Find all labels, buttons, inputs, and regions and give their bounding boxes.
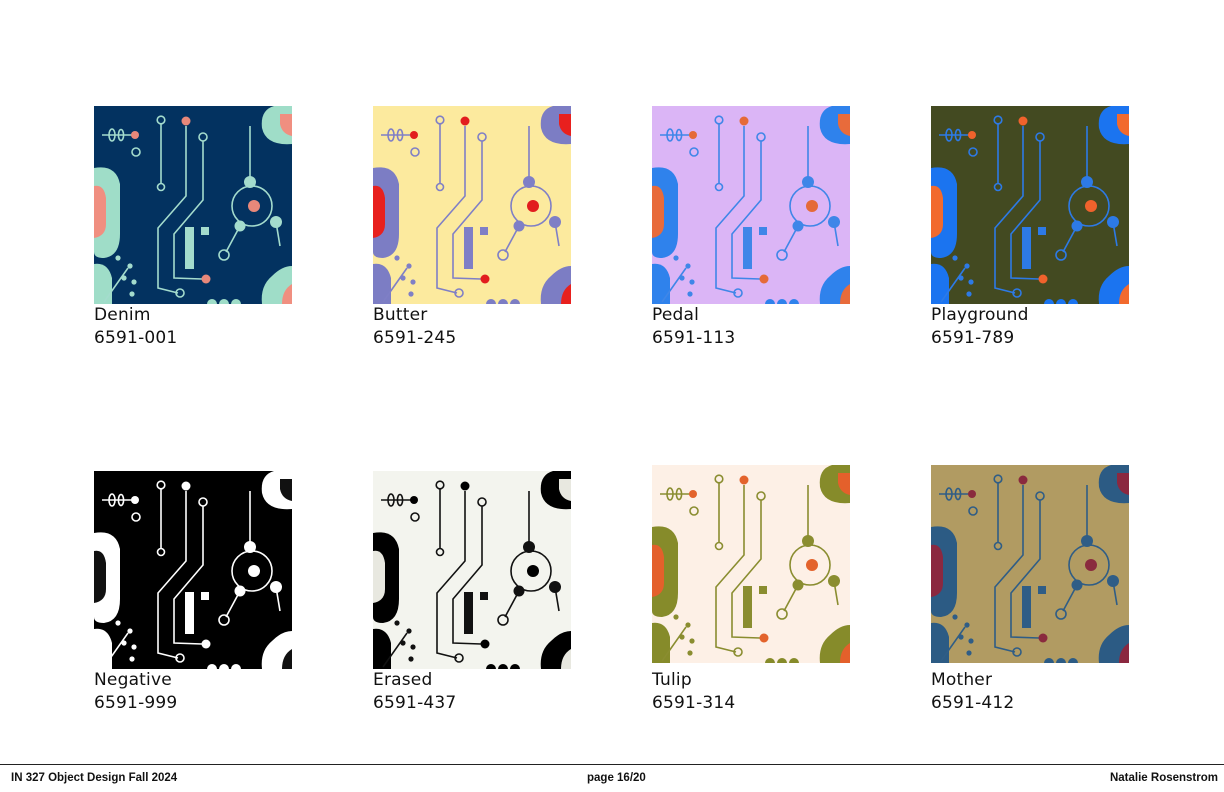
pattern-butter: [373, 106, 571, 304]
pattern-denim: [94, 106, 292, 304]
pattern-pedal: [652, 106, 850, 304]
pattern-erased: [373, 471, 571, 669]
swatch-code: 6591-245: [373, 328, 457, 348]
swatch-code: 6591-437: [373, 693, 457, 713]
pattern-tulip: [652, 465, 850, 663]
pattern-mother: [931, 465, 1129, 663]
swatch-name: Denim: [94, 305, 151, 325]
swatch-code: 6591-789: [931, 328, 1015, 348]
swatch-denim: Denim 6591-001: [94, 106, 292, 350]
swatch-code: 6591-001: [94, 328, 178, 348]
swatch-code: 6591-999: [94, 693, 178, 713]
swatch-name: Mother: [931, 670, 993, 690]
pattern-playground: [931, 106, 1129, 304]
swatch-name: Butter: [373, 305, 428, 325]
swatch-playground: Playground 6591-789: [931, 106, 1129, 350]
footer-course: IN 327 Object Design Fall 2024: [11, 772, 178, 784]
swatch-name: Pedal: [652, 305, 700, 325]
pattern-negative: [94, 471, 292, 669]
footer-divider: [0, 764, 1224, 765]
swatch-name: Negative: [94, 670, 172, 690]
footer-author: Natalie Rosenstrom: [1109, 772, 1218, 784]
swatch-code: 6591-314: [652, 693, 736, 713]
swatch-mother: Mother 6591-412: [931, 465, 1129, 715]
footer-page-number: page 16/20: [587, 772, 646, 784]
swatch-butter: Butter 6591-245: [373, 106, 571, 350]
swatch-name: Erased: [373, 670, 433, 690]
swatch-negative: Negative 6591-999: [94, 471, 292, 715]
swatch-name: Playground: [931, 305, 1029, 325]
swatch-code: 6591-113: [652, 328, 736, 348]
swatch-pedal: Pedal 6591-113: [652, 106, 850, 350]
swatch-code: 6591-412: [931, 693, 1015, 713]
swatch-erased: Erased 6591-437: [373, 471, 571, 715]
swatch-name: Tulip: [652, 670, 692, 690]
swatch-tulip: Tulip 6591-314: [652, 465, 850, 715]
